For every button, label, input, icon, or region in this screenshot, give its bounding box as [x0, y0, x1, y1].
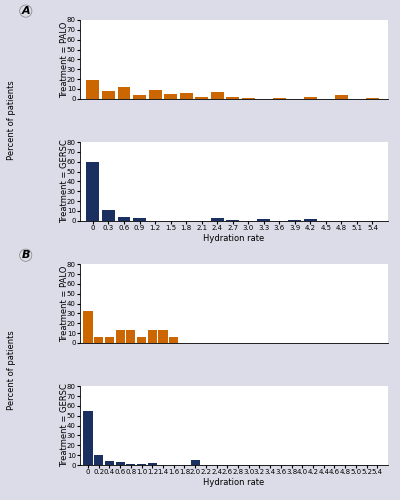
- Text: B: B: [22, 250, 30, 260]
- Bar: [126, 464, 136, 465]
- Bar: [273, 98, 286, 99]
- Bar: [169, 337, 178, 343]
- Y-axis label: Treatment = GERSC: Treatment = GERSC: [60, 140, 68, 224]
- Bar: [148, 90, 162, 99]
- Bar: [191, 460, 200, 465]
- X-axis label: Hydration rate: Hydration rate: [203, 478, 265, 487]
- Bar: [148, 330, 157, 343]
- Y-axis label: Treatment = GERSC: Treatment = GERSC: [60, 384, 68, 468]
- Bar: [133, 95, 146, 99]
- Bar: [137, 337, 146, 343]
- Bar: [288, 220, 301, 221]
- Bar: [211, 218, 224, 221]
- Bar: [118, 87, 130, 99]
- Bar: [86, 162, 100, 221]
- Bar: [94, 455, 103, 465]
- Bar: [126, 330, 136, 343]
- Bar: [84, 312, 92, 343]
- Bar: [84, 411, 92, 465]
- Text: Percent of patients: Percent of patients: [8, 80, 16, 160]
- Bar: [304, 219, 317, 221]
- Bar: [94, 337, 103, 343]
- Bar: [86, 80, 100, 99]
- Y-axis label: Treatment = PALO: Treatment = PALO: [60, 21, 68, 98]
- X-axis label: Hydration rate: Hydration rate: [203, 234, 265, 243]
- Bar: [137, 464, 146, 465]
- Bar: [105, 461, 114, 465]
- Bar: [195, 97, 208, 99]
- Bar: [158, 330, 168, 343]
- Bar: [105, 337, 114, 343]
- Bar: [180, 93, 192, 99]
- Bar: [242, 98, 255, 99]
- Bar: [211, 92, 224, 99]
- Bar: [257, 219, 270, 221]
- Bar: [102, 91, 115, 99]
- Bar: [366, 98, 379, 99]
- Y-axis label: Treatment = PALO: Treatment = PALO: [60, 266, 68, 342]
- Bar: [133, 218, 146, 221]
- Bar: [335, 95, 348, 99]
- Bar: [148, 463, 157, 465]
- Text: A: A: [22, 6, 30, 16]
- Bar: [226, 97, 239, 99]
- Bar: [116, 330, 125, 343]
- Bar: [304, 97, 317, 99]
- Bar: [102, 210, 115, 221]
- Bar: [164, 94, 177, 99]
- Text: Percent of patients: Percent of patients: [8, 330, 16, 410]
- Bar: [226, 220, 239, 221]
- Bar: [118, 217, 130, 221]
- Bar: [116, 462, 125, 465]
